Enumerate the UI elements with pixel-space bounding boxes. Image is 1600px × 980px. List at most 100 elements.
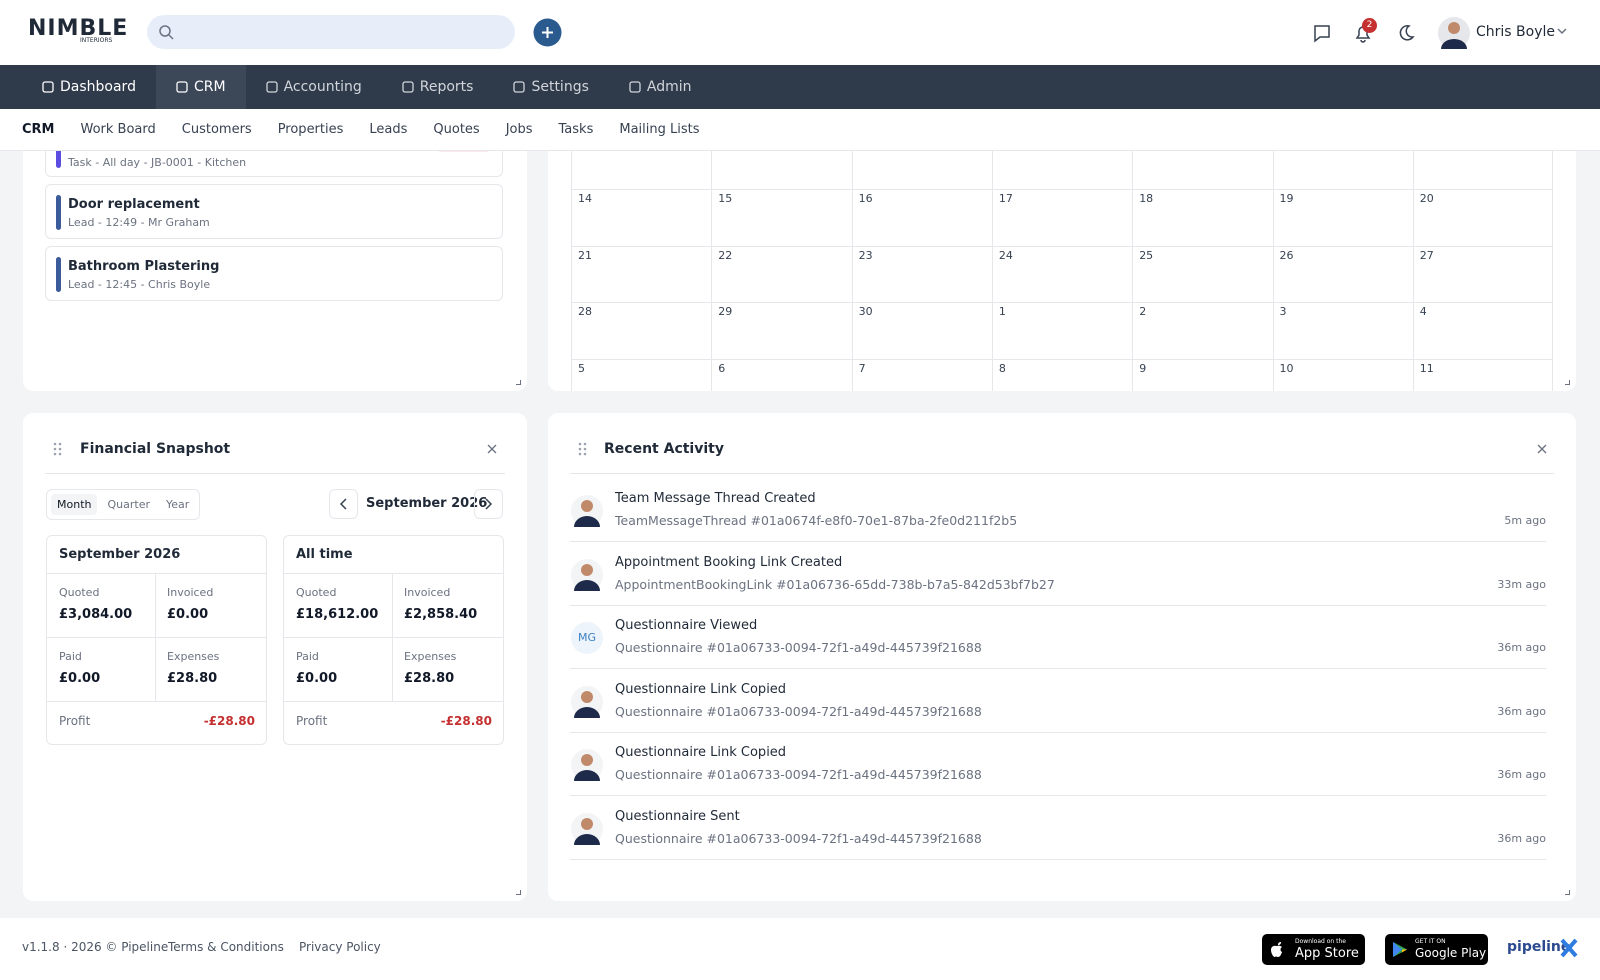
calendar-day[interactable]: 16 (858, 192, 873, 205)
close-button[interactable] (487, 444, 497, 454)
nav-item[interactable]: Admin (609, 65, 712, 109)
agenda-item[interactable]: Bathroom Plastering Lead - 12:45 - Chris … (45, 246, 503, 301)
calendar-day[interactable]: 15 (718, 192, 733, 205)
logo[interactable]: NIMBLE (28, 16, 129, 41)
user-avatar[interactable] (1438, 17, 1470, 49)
nav-label[interactable]: CRM (193, 79, 226, 95)
drag-handle[interactable] (53, 442, 63, 456)
nav-icon (629, 81, 641, 93)
divider (284, 573, 503, 574)
calendar-day[interactable]: 14 (578, 192, 592, 205)
subnav-item[interactable]: Tasks (558, 122, 594, 137)
period-option[interactable]: Year (165, 498, 190, 511)
activity-detail: Questionnaire #01a06733-0094-72f1-a49d-4… (615, 640, 982, 655)
subnav-item[interactable]: Customers (181, 122, 252, 137)
activity-item[interactable]: Appointment Booking Link Created Appointm… (570, 543, 1546, 606)
calendar-day[interactable]: 27 (1419, 248, 1434, 262)
calendar-day[interactable]: 30 (858, 305, 873, 318)
calendar-day[interactable]: 1 (998, 305, 1006, 318)
calendar-day[interactable]: 19 (1279, 192, 1294, 205)
snapshot-card: September 2026 Quoted £3,084.00 Invoiced £0.… (46, 535, 267, 745)
activity-item[interactable]: Questionnaire Sent Questionnaire #01a0673… (570, 797, 1546, 860)
resize-handle (516, 890, 521, 895)
activity-item[interactable]: Questionnaire Link Copied Questionnaire #… (570, 733, 1546, 796)
calendar-day[interactable]: 26 (1279, 248, 1294, 262)
calendar-day[interactable]: 20 (1419, 192, 1434, 205)
close-button[interactable] (1537, 444, 1547, 454)
subnav-item[interactable]: Mailing Lists (619, 122, 700, 137)
calendar-day[interactable]: 8 (998, 361, 1006, 375)
calendar-day[interactable]: 11 (1419, 361, 1434, 375)
activity-detail: Questionnaire #01a06733-0094-72f1-a49d-4… (615, 830, 982, 846)
search[interactable] (147, 15, 515, 49)
divider (155, 573, 156, 701)
calendar-day[interactable]: 17 (998, 192, 1013, 205)
metric: Quoted (59, 586, 100, 599)
google-play-badge[interactable]: GET IT ON Google Play (1385, 934, 1488, 965)
next-button[interactable] (474, 489, 503, 519)
subnav-item[interactable]: Properties (277, 122, 344, 137)
footer-link[interactable]: Terms & Conditions (168, 940, 284, 954)
nav-item[interactable]: CRM (155, 65, 246, 109)
badge-text: App Store (1295, 946, 1359, 961)
badge-small: Download on the (1295, 938, 1346, 945)
calendar-day[interactable]: 23 (858, 248, 873, 262)
card-title: All time (296, 547, 353, 562)
app-store-badge[interactable]: Download on the App Store (1262, 934, 1365, 965)
divider (47, 637, 266, 638)
calendar-day[interactable]: 5 (578, 361, 585, 375)
calendar-day[interactable]: 29 (718, 305, 733, 318)
metric: Expenses (167, 650, 220, 663)
nav-label[interactable]: Dashboard (60, 79, 136, 95)
calendar-day[interactable]: 7 (858, 361, 866, 375)
prev-button[interactable] (329, 489, 358, 519)
add-button[interactable] (533, 18, 562, 47)
theme-icon[interactable] (1395, 23, 1415, 43)
nav-item[interactable]: Accounting (246, 65, 382, 109)
calendar-day[interactable]: 18 (1139, 192, 1154, 205)
agenda-item[interactable]: Task - All day - JB-0001 - Kitchen Overdu… (45, 151, 503, 177)
activity-item[interactable]: MG Questionnaire Viewed Questionnaire #01a… (570, 606, 1546, 669)
nav-item[interactable]: Settings (493, 65, 608, 109)
calendar-day[interactable]: 21 (578, 248, 592, 262)
calendar-day[interactable]: 9 (1139, 361, 1147, 375)
nav-item[interactable]: Dashboard (22, 65, 156, 109)
activity-item[interactable]: Questionnaire Link Copied Questionnaire #… (570, 670, 1546, 733)
sub-nav: CRM Work Board Customers Properties Leads Quo… (0, 109, 1600, 151)
divider (47, 573, 266, 574)
agenda-item[interactable]: Door replacement Lead - 12:49 - Mr Graham (45, 184, 503, 239)
calendar-day[interactable]: 6 (718, 361, 726, 375)
nav-label[interactable]: Accounting (283, 79, 362, 95)
subnav-item[interactable]: Jobs (505, 122, 533, 137)
nav-label[interactable]: Settings (531, 79, 589, 95)
notification-badge: 2 (1362, 18, 1377, 33)
nav-label[interactable]: Admin (646, 79, 692, 95)
calendar-day[interactable]: 28 (578, 305, 592, 318)
messages-icon[interactable] (1312, 23, 1332, 43)
drag-handle[interactable] (578, 442, 588, 456)
nav-item[interactable]: Reports (382, 65, 494, 109)
subnav-item[interactable]: Work Board (80, 122, 156, 137)
calendar-day[interactable]: 10 (1279, 361, 1294, 375)
calendar-day[interactable]: 4 (1419, 305, 1427, 318)
user-name[interactable]: Chris Boyle (1476, 24, 1555, 40)
calendar-day[interactable]: 3 (1279, 305, 1287, 318)
subnav-item[interactable]: CRM (22, 122, 55, 137)
calendar-day[interactable]: 24 (998, 248, 1013, 262)
subnav-item[interactable]: Leads (369, 122, 408, 137)
calendar-day[interactable]: 25 (1139, 248, 1154, 262)
avatar (571, 749, 603, 785)
calendar-day[interactable]: 22 (718, 248, 733, 262)
period-option[interactable]: Quarter (107, 498, 150, 511)
subnav-item[interactable]: Quotes (433, 122, 480, 137)
period-option[interactable]: Month (51, 494, 98, 515)
activity-item[interactable]: Team Message Thread Created TeamMessageTh… (570, 479, 1546, 542)
nav-icon (42, 81, 54, 93)
badge-small: GET IT ON (1415, 938, 1446, 945)
initials-avatar: MG (571, 622, 603, 654)
brand[interactable]: pipeline (1507, 939, 1571, 955)
footer-link[interactable]: Privacy Policy (299, 940, 381, 954)
color-bar (56, 257, 61, 292)
calendar-day[interactable]: 2 (1139, 305, 1147, 318)
nav-label[interactable]: Reports (419, 79, 474, 95)
